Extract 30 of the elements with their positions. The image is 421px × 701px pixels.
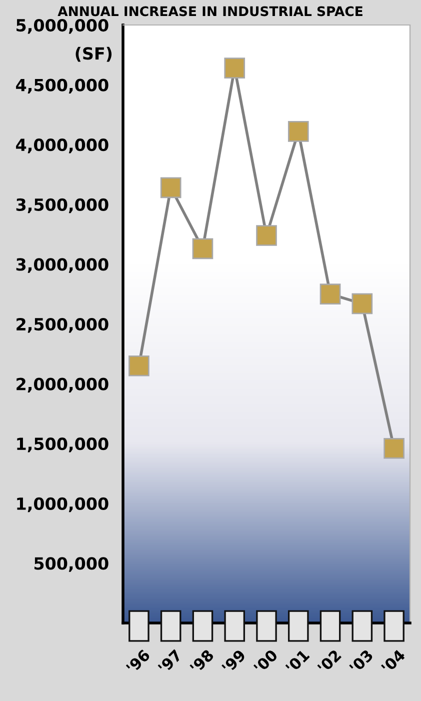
y-tick-label: 3,500,000 xyxy=(16,198,108,214)
x-tick-label: '97 xyxy=(158,649,182,674)
x-tick-label: '01 xyxy=(285,648,310,674)
y-tick-label: 2,500,000 xyxy=(16,318,108,333)
x-tick-label: '96 xyxy=(126,648,151,674)
y-tick-label: 5,000,000 xyxy=(16,18,108,34)
point xyxy=(320,284,341,305)
point xyxy=(224,58,246,78)
y-tick-label: 2,000,000 xyxy=(16,378,108,392)
point xyxy=(160,177,182,198)
x-tick-label: '03 xyxy=(348,649,374,674)
point xyxy=(384,438,404,459)
x-tick-label: '00 xyxy=(253,648,278,674)
point xyxy=(288,121,309,142)
point xyxy=(352,293,373,314)
y-axis-title: (SF) xyxy=(76,46,112,62)
y-tick-label: 1,000,000 xyxy=(17,497,108,512)
point xyxy=(256,225,277,246)
point xyxy=(128,355,150,376)
y-tick-label: 3,000,000 xyxy=(16,258,108,273)
y-tick-label: 4,500,000 xyxy=(16,78,108,94)
chart-title: ANNUAL INCREASE IN INDUSTRIAL SPACE xyxy=(58,6,362,16)
x-tick-label: '98 xyxy=(190,648,214,674)
y-tick-label: 1,500,000 xyxy=(17,438,108,452)
x-tick-label: '04 xyxy=(380,648,406,674)
point xyxy=(192,238,214,260)
x-tick-label: '99 xyxy=(221,648,246,674)
y-tick-label: 500,000 xyxy=(34,557,108,572)
x-tick-label: '02 xyxy=(317,649,342,674)
y-tick-label: 4,000,000 xyxy=(16,138,108,154)
